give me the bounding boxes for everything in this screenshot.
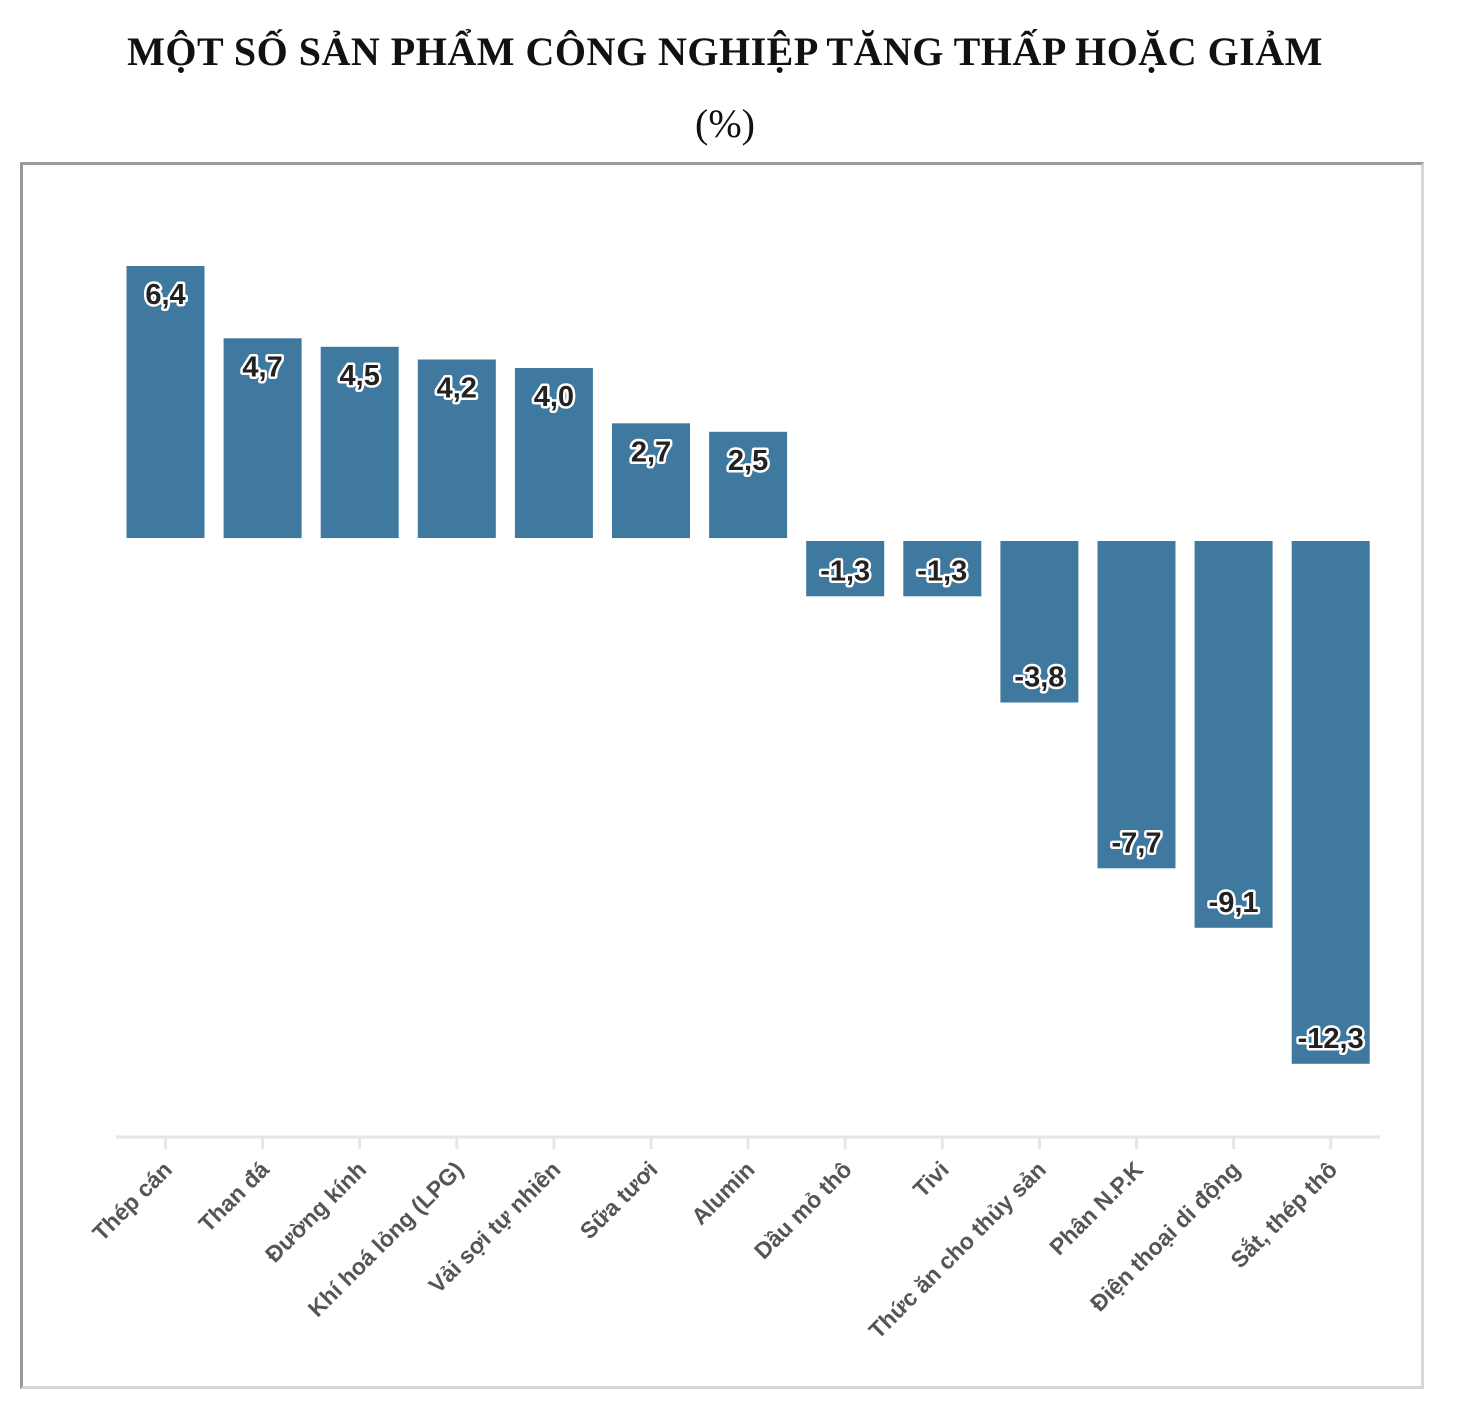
bar: [1097, 541, 1176, 869]
x-tick-label: Sữa tươi: [575, 1156, 663, 1244]
bar: [320, 346, 399, 539]
data-label: -9,1: [1209, 887, 1259, 919]
x-tick-label: Tivi: [908, 1156, 954, 1202]
data-label: 4,2: [437, 373, 477, 405]
x-tick-label: Dầu mỏ thô: [749, 1156, 857, 1264]
bar: [126, 266, 205, 538]
bar: [514, 368, 593, 538]
data-label: -1,3: [820, 555, 870, 587]
x-tick-label: Thức ăn cho thủy sản: [864, 1156, 1051, 1343]
data-label: 4,5: [340, 360, 380, 392]
data-label: 2,5: [728, 445, 768, 477]
bar: [1194, 541, 1273, 928]
data-label: -12,3: [1298, 1023, 1364, 1055]
data-label: 4,7: [242, 351, 282, 383]
chart-frame: [20, 162, 1424, 1389]
bars-layer: [126, 266, 1370, 1064]
x-tick-label: Alumin: [686, 1156, 760, 1230]
value-labels-layer: 6,4 4,7 4,5 4,2 4,0 2,7 2,5 -1,3 -1,3 -3,8 -7,7 -9,…: [143, 277, 1366, 1058]
bar: [1291, 541, 1370, 1064]
chart-subtitle: (%): [695, 101, 755, 146]
bar: [223, 338, 302, 539]
bar: [612, 423, 690, 539]
bar: [709, 431, 788, 539]
data-label: 2,7: [631, 436, 671, 468]
chart-title: MỘT SỐ SẢN PHẨM CÔNG NGHIỆP TĂNG THẤP HO…: [127, 29, 1323, 74]
bar: [806, 541, 885, 597]
data-label: 6,4: [145, 279, 185, 311]
x-tick-label: Thép cán: [87, 1156, 177, 1246]
bar: [903, 541, 982, 597]
data-label: -1,3: [917, 555, 967, 587]
data-label: -3,8: [1014, 662, 1064, 694]
bar: [1000, 541, 1079, 703]
x-tick-label: Than đá: [193, 1156, 274, 1237]
data-label: 4,0: [534, 381, 574, 413]
data-label: -7,7: [1112, 827, 1162, 859]
x-tick-label: Phân N.P.K: [1044, 1156, 1148, 1260]
bar: [417, 359, 496, 538]
